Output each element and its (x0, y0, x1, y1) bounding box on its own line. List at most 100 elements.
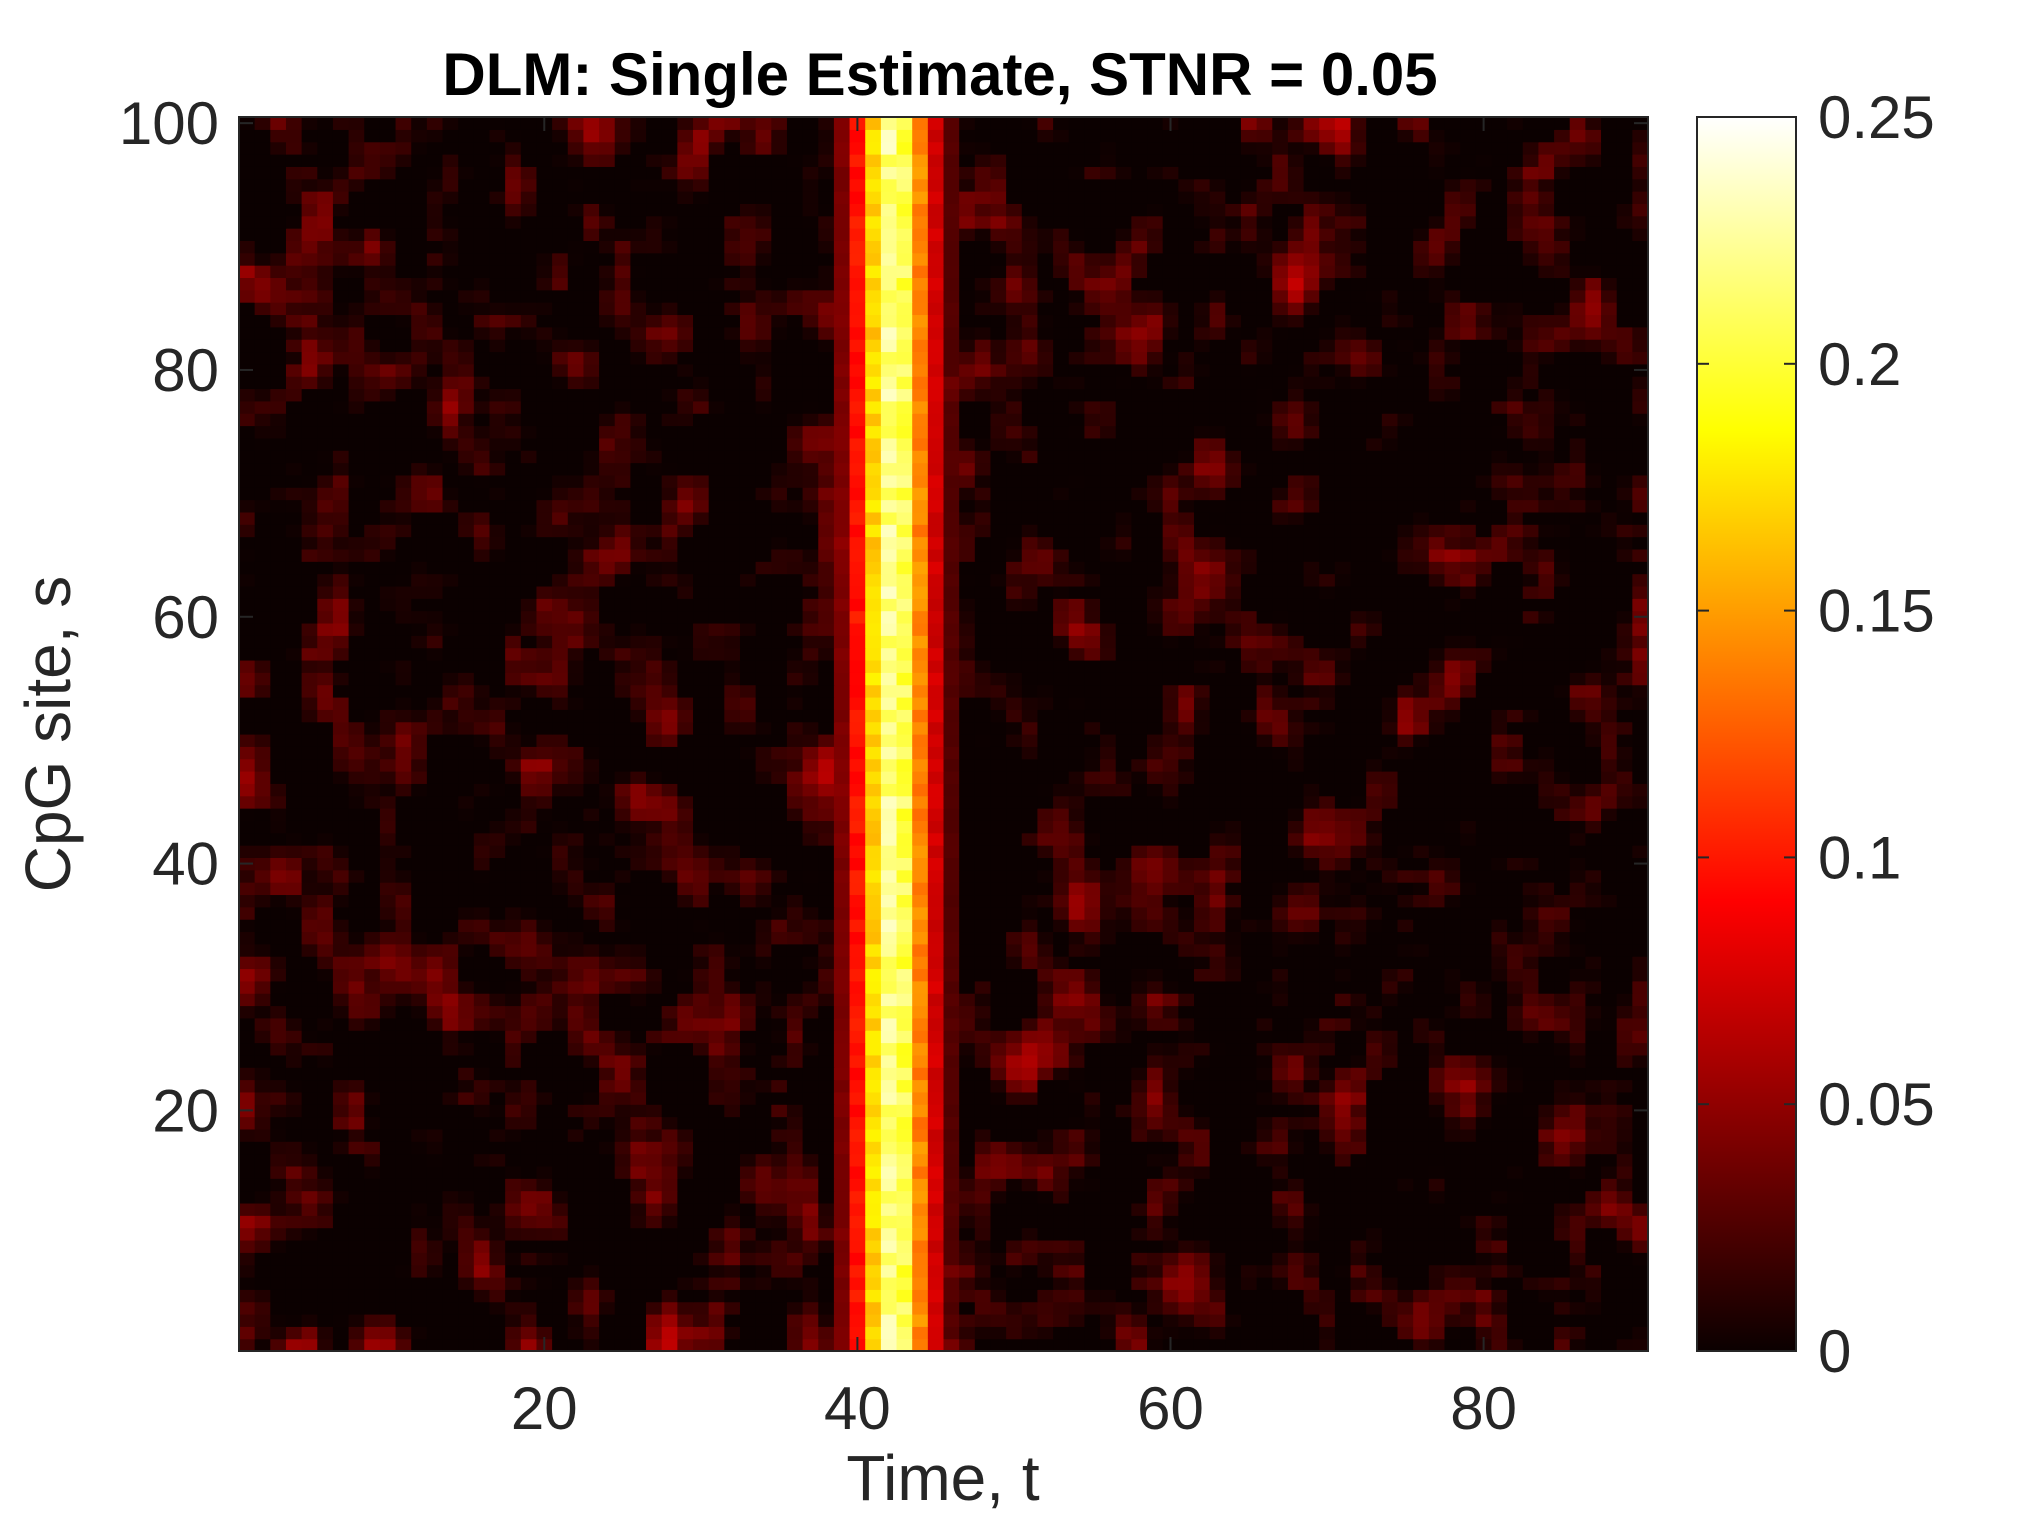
heatmap-cell (1366, 1067, 1383, 1081)
heatmap-cell (332, 696, 350, 710)
heatmap-cell (1209, 808, 1226, 821)
heatmap-cell (630, 931, 647, 945)
heatmap-cell (865, 1079, 882, 1093)
heatmap-cell (693, 1030, 710, 1044)
heatmap-cell (332, 684, 350, 698)
heatmap-cell (1554, 845, 1571, 858)
heatmap-cell (1475, 1178, 1493, 1192)
heatmap-cell (1162, 1276, 1179, 1290)
heatmap-cell (520, 771, 538, 784)
heatmap-cell (520, 1054, 538, 1068)
heatmap-cell (599, 684, 616, 698)
heatmap-cell (927, 1313, 945, 1327)
heatmap-cell (552, 1153, 569, 1167)
heatmap-cell (473, 894, 491, 908)
heatmap-cell (1272, 1165, 1289, 1179)
heatmap-cell (1616, 696, 1633, 710)
heatmap-cell (442, 721, 459, 735)
heatmap-cell (1413, 721, 1430, 735)
heatmap-cell (1319, 820, 1336, 834)
heatmap-cell (912, 968, 929, 982)
heatmap-cell (1178, 1104, 1195, 1118)
heatmap-cell (1585, 1067, 1602, 1081)
heatmap-cell (364, 709, 381, 723)
heatmap-cell (614, 820, 631, 834)
heatmap-cell (1021, 1202, 1039, 1216)
heatmap-cell (1397, 696, 1414, 710)
heatmap-cell (364, 1313, 381, 1327)
heatmap-cell (724, 882, 741, 896)
heatmap-cell (1021, 882, 1039, 896)
heatmap-cell (802, 956, 819, 970)
heatmap-cell (833, 1128, 851, 1142)
heatmap-cell (943, 684, 960, 698)
heatmap-cell (1507, 1301, 1524, 1315)
heatmap-cell (802, 1030, 819, 1044)
heatmap-cell (489, 672, 506, 686)
heatmap-cell (849, 1165, 866, 1179)
heatmap-cell (1350, 1091, 1367, 1105)
heatmap-cell (1084, 808, 1101, 821)
heatmap-cell (1522, 906, 1540, 920)
heatmap-cell (959, 906, 976, 920)
heatmap-cell (317, 746, 334, 760)
heatmap-cell (1209, 1104, 1226, 1118)
heatmap-cell (1585, 758, 1602, 772)
heatmap-cell (818, 1264, 835, 1278)
heatmap-cell (379, 1215, 397, 1229)
heatmap-cell (1632, 943, 1649, 957)
heatmap-cell (583, 684, 600, 698)
heatmap-cell (1178, 1276, 1195, 1290)
heatmap-cell (239, 1067, 256, 1081)
heatmap-cell (505, 1276, 522, 1290)
heatmap-cell (1225, 771, 1242, 784)
heatmap-cell (990, 1264, 1007, 1278)
heatmap-cell (708, 1326, 725, 1340)
heatmap-cell (739, 1252, 757, 1266)
heatmap-cell (865, 1178, 882, 1192)
heatmap-cell (301, 919, 318, 933)
heatmap-cell (567, 1054, 585, 1068)
heatmap-cell (959, 1301, 976, 1315)
heatmap-cell (1381, 857, 1399, 871)
heatmap-cell (505, 1326, 522, 1340)
heatmap-cell (1350, 980, 1367, 994)
heatmap-cell (1632, 1239, 1649, 1253)
heatmap-cell (927, 1215, 945, 1229)
heatmap-cell (442, 943, 459, 957)
heatmap-cell (1413, 1178, 1430, 1192)
heatmap-cell (1350, 845, 1367, 858)
heatmap-cell (1193, 1178, 1211, 1192)
heatmap-cell (1068, 1301, 1085, 1315)
heatmap-cell (1240, 943, 1258, 957)
heatmap-cell (285, 1128, 303, 1142)
heatmap-cell (1444, 993, 1461, 1007)
heatmap-cell (1178, 820, 1195, 834)
heatmap-cell (1178, 1264, 1195, 1278)
heatmap-cell (1256, 1030, 1273, 1044)
heatmap-cell (1131, 1030, 1148, 1044)
heatmap-cell (1460, 1153, 1477, 1167)
heatmap-cell (1147, 672, 1164, 686)
heatmap-cell (395, 1276, 412, 1290)
heatmap-cell (1256, 1017, 1273, 1031)
heatmap-cell (1475, 1153, 1493, 1167)
heatmap-cell (959, 1042, 976, 1056)
heatmap-cell (818, 1091, 835, 1105)
heatmap-cell (301, 956, 318, 970)
heatmap-cell (599, 1141, 616, 1155)
heatmap-cell (771, 758, 788, 772)
heatmap-cell (1084, 771, 1101, 784)
heatmap-cell (1256, 721, 1273, 735)
heatmap-cell (301, 1104, 318, 1118)
heatmap-cell (567, 1252, 585, 1266)
heatmap-cell (1131, 980, 1148, 994)
heatmap-cell (724, 894, 741, 908)
heatmap-cell (332, 832, 350, 846)
heatmap-cell (1193, 1239, 1211, 1253)
heatmap-cell (1428, 771, 1446, 784)
heatmap-cell (1507, 1178, 1524, 1192)
heatmap-cell (1272, 857, 1289, 871)
heatmap-cell (1397, 906, 1414, 920)
heatmap-cell (1053, 721, 1070, 735)
